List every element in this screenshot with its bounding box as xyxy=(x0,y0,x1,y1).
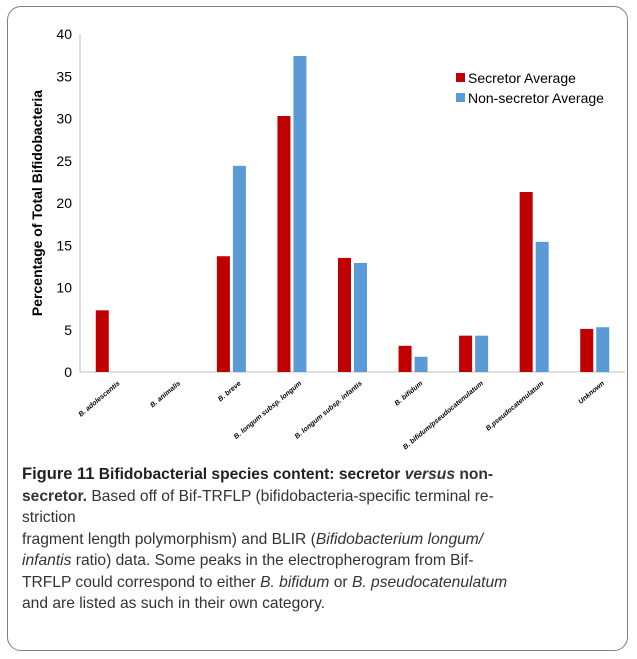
figure-title-part1: Bifidobacterial species content xyxy=(94,466,330,483)
bar-chart: 0 5 10 15 20 25 30 35 40 Percentage of Total Bifi… xyxy=(29,26,625,451)
caption-line5d: B. pseudocatenulatum xyxy=(351,573,508,591)
bar xyxy=(414,356,428,372)
figure-label: Figure 11 xyxy=(22,465,95,483)
caption-line5a: TRFLP could correspond to either xyxy=(22,573,261,591)
y-tick-label: 25 xyxy=(56,153,72,169)
figure-title-part5: secretor. xyxy=(22,487,88,505)
figure-title-part3: versus xyxy=(404,466,455,483)
caption-line3a: fragment length polymorphism) and BLIR ( xyxy=(22,530,316,548)
x-tick-label: B. bifidum xyxy=(394,380,425,407)
bar xyxy=(95,310,109,372)
bar xyxy=(596,327,610,372)
bar xyxy=(459,335,473,372)
figure-caption: Figure 11 Bifidobacterial species conten… xyxy=(22,464,618,615)
figure-title-part4: non- xyxy=(455,466,494,483)
caption-line4a: infantis xyxy=(22,552,72,569)
x-tick-label: B. longum subsp. infantis xyxy=(294,380,364,440)
caption-line6: and are listed as such in their own cate… xyxy=(22,595,326,612)
caption-line2: striction xyxy=(22,509,76,526)
bar xyxy=(338,257,351,372)
y-tick-label: 5 xyxy=(64,322,72,338)
caption-line1: Based off of Bif-TRFLP (bifidobacteria-s… xyxy=(87,487,494,505)
caption-line5b: B. bifidum xyxy=(260,573,330,591)
bar xyxy=(475,335,489,372)
x-tick-label: B.pseudocatenulatum xyxy=(485,380,546,432)
caption-line3b: Bifidobacterium longum/ xyxy=(315,530,484,548)
x-tick-label: B. breve xyxy=(217,380,243,403)
bar xyxy=(293,55,307,372)
x-tick-label: Unknown xyxy=(577,380,606,406)
legend-swatch xyxy=(456,73,465,82)
y-tick-label: 35 xyxy=(56,68,72,84)
legend-label: Secretor Average xyxy=(468,70,576,86)
bar xyxy=(354,262,367,372)
bar xyxy=(277,115,291,372)
y-tick-label: 40 xyxy=(56,26,72,42)
figure-title-part2: : secretor xyxy=(329,466,405,483)
bar xyxy=(232,165,246,372)
bar xyxy=(398,345,412,372)
y-tick-label: 15 xyxy=(56,237,72,253)
caption-line5c: or xyxy=(329,573,352,591)
bar xyxy=(216,256,230,372)
x-tick-label: B. animalis xyxy=(149,380,182,409)
bar xyxy=(519,192,533,372)
y-tick-label: 10 xyxy=(56,280,72,296)
caption-line4b: ratio) data. Some peaks in the electroph… xyxy=(71,552,474,569)
bar xyxy=(535,241,549,372)
y-tick-label: 30 xyxy=(56,111,72,127)
legend-label: Non-secretor Average xyxy=(468,90,604,106)
y-tick-label: 20 xyxy=(56,195,72,211)
bar xyxy=(580,328,594,372)
y-tick-label: 0 xyxy=(64,364,72,380)
y-axis-label: Percentage of Total Bifidobacteria xyxy=(29,90,45,316)
legend-swatch xyxy=(456,93,465,102)
x-tick-label: B. adolescentis xyxy=(78,380,122,418)
x-tick-label: B. longum subsp. longum xyxy=(233,380,303,441)
